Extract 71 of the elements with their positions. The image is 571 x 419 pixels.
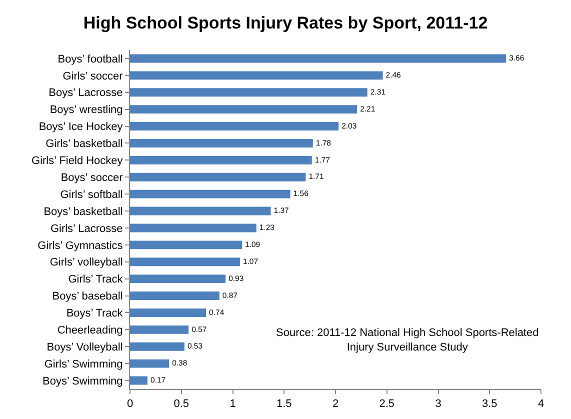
bar: [130, 156, 312, 164]
data-label: 2.46: [386, 70, 401, 80]
bar: [130, 224, 256, 232]
y-tick-label: Cheerleading: [57, 324, 123, 337]
bar: [130, 292, 220, 300]
bar: [130, 325, 189, 334]
annotation: Source: 2011-12 National High School Sports-Related Injury Surveillance Study: [276, 327, 539, 354]
bar: [130, 359, 170, 368]
x-tick-label: 2: [332, 398, 339, 410]
bar: [130, 240, 242, 250]
y-tick-label: Boys’ wrestling: [50, 104, 123, 116]
y-tick-label: Boys’ basketball: [44, 206, 123, 218]
y-tick-label: Girls’ Gymnastics: [38, 240, 124, 252]
data-label: 0.38: [172, 358, 188, 368]
data-label: 1.37: [274, 206, 289, 216]
data-label: 0.53: [187, 342, 203, 351]
data-label: 0.74: [209, 308, 225, 317]
y-tick-label: Boys’ Lacrosse: [48, 87, 123, 100]
y-tick-label: Boys’ Ice Hockey: [38, 121, 124, 134]
y-tick-label: Girls’ Field Hockey: [32, 155, 124, 168]
data-label: 1.23: [259, 223, 274, 232]
x-tick-label: 0.5: [174, 398, 190, 410]
data-label: 1.78: [316, 138, 332, 148]
bar: [130, 122, 339, 131]
bar: [130, 71, 383, 80]
y-tick-label: Boys’ soccer: [60, 172, 124, 184]
y-tick-label: Girls’ Track: [68, 274, 124, 286]
bar: [130, 274, 226, 284]
data-label: 1.09: [245, 240, 260, 250]
data-label: 1.77: [314, 155, 330, 164]
y-tick-label: Boys’ baseball: [52, 290, 123, 303]
data-label: 0.57: [192, 324, 207, 334]
y-tick-label: Girls’ Swimming: [44, 358, 123, 370]
data-label: 0.93: [228, 274, 244, 283]
y-tick-label: Boys’ Track: [66, 308, 124, 320]
data-label: 1.56: [293, 189, 308, 198]
bar: [130, 206, 271, 216]
chart-title: High School Sports Injury Rates by Sport, 2011-12: [83, 14, 488, 33]
x-tick-label: 1.5: [276, 398, 292, 410]
x-tick-label: 2.5: [379, 398, 395, 410]
data-label: 2.21: [360, 104, 376, 114]
data-label: 2.31: [370, 87, 386, 96]
x-tick-label: 3: [435, 398, 442, 410]
x-tick-label: 1: [230, 398, 236, 410]
data-label: 0.17: [150, 376, 166, 385]
bar: [130, 308, 206, 317]
data-label: 2.03: [342, 121, 357, 130]
data-label: 1.07: [242, 256, 258, 266]
bar: [130, 258, 240, 266]
bar: [130, 190, 290, 198]
x-tick-label: 0: [126, 398, 134, 410]
y-tick-label: Boys’ Volleyball: [46, 341, 123, 354]
bar: [130, 172, 306, 182]
data-label: 3.66: [509, 54, 524, 63]
y-tick-label: Girls’ Lacrosse: [50, 222, 123, 235]
bar: [130, 54, 506, 63]
bar: [130, 88, 368, 97]
y-tick-label: Boys’ Swimming: [42, 375, 123, 388]
bar: [130, 342, 184, 351]
x-tick-label: 4: [538, 398, 544, 410]
data-label: 0.87: [222, 290, 238, 300]
y-tick-label: Girls’ basketball: [46, 138, 123, 150]
y-tick-label: Girls’ softball: [60, 188, 123, 201]
x-tick-label: 3.5: [482, 398, 498, 410]
bar: [130, 105, 358, 114]
y-tick-label: Girls’ soccer: [62, 70, 124, 82]
y-tick-label: Boys’ football: [58, 53, 123, 66]
y-tick-label: Girls’ volleyball: [50, 256, 123, 269]
data-label: 1.71: [308, 172, 324, 182]
bar: [130, 138, 313, 148]
bar: [130, 376, 148, 385]
